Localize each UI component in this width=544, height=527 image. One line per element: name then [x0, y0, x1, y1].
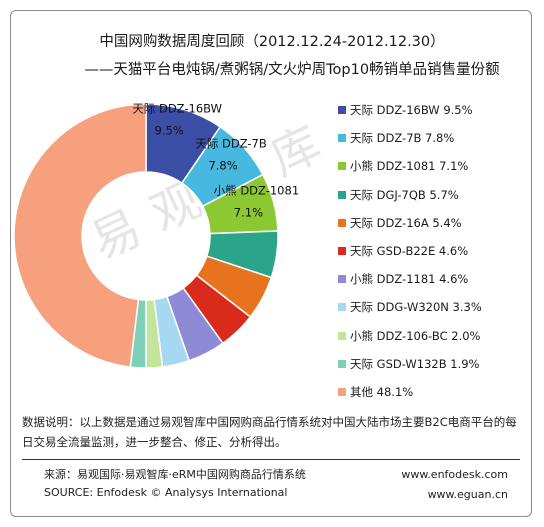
- chart-subtitle: ——天猫平台电炖锅/煮粥锅/文火炉周Top10畅销单品销售量份额: [84, 62, 500, 78]
- legend-item: 其他 48.1%: [338, 378, 538, 406]
- legend-label: 其他 48.1%: [350, 384, 414, 399]
- legend-label: 小熊 DDZ-1081 7.1%: [350, 159, 469, 174]
- data-note: 数据说明：以上数据是通过易观智库中国网购商品行情系统对中国大陆市场主要B2C电商…: [22, 415, 517, 449]
- legend-label: 天际 GSD-B22E 4.6%: [350, 244, 469, 259]
- source-en: SOURCE: Enfodesk © Analysys Internationa…: [44, 486, 288, 499]
- url-enfodesk[interactable]: www.enfodesk.com: [401, 468, 508, 481]
- slice-label-value: 7.8%: [208, 158, 237, 172]
- legend-item: 天际 GSD-W132B 1.9%: [338, 350, 538, 378]
- legend-swatch: [338, 134, 346, 143]
- legend-label: 天际 DDZ-16BW 9.5%: [350, 103, 473, 118]
- legend-label: 小熊 DDZ-106-BC 2.0%: [350, 328, 481, 343]
- chart-title: 中国网购数据周度回顾（2012.12.24-2012.12.30）: [99, 34, 445, 50]
- pie-slice: [13, 103, 147, 368]
- legend-swatch: [338, 387, 346, 396]
- footer-divider: [22, 459, 520, 460]
- legend-label: 天际 DDZ-16A 5.4%: [350, 215, 462, 230]
- url-eguan[interactable]: www.eguan.cn: [427, 488, 508, 501]
- legend-item: 天际 DDZ-7B 7.8%: [338, 124, 538, 152]
- slice-label-name: 天际 DDZ-16BW: [132, 102, 222, 116]
- legend-item: 天际 DDZ-16A 5.4%: [338, 209, 538, 237]
- legend: 天际 DDZ-16BW 9.5% 天际 DDZ-7B 7.8% 小熊 DDZ-108…: [338, 96, 538, 406]
- legend-swatch: [338, 218, 346, 227]
- slice-label-value: 9.5%: [155, 124, 184, 138]
- legend-item: 小熊 DDZ-106-BC 2.0%: [338, 322, 538, 350]
- legend-label: 天际 DDZ-7B 7.8%: [350, 131, 455, 146]
- legend-item: 天际 DDZ-16BW 9.5%: [338, 96, 538, 124]
- slice-label-name: 小熊 DDZ-1081: [214, 184, 299, 198]
- legend-item: 小熊 DDZ-1081 7.1%: [338, 152, 538, 180]
- legend-swatch: [338, 162, 346, 171]
- legend-item: 天际 DDG-W320N 3.3%: [338, 293, 538, 321]
- legend-swatch: [338, 331, 346, 340]
- legend-label: 天际 GSD-W132B 1.9%: [350, 356, 480, 371]
- slice-label-name: 天际 DDZ-7B: [195, 136, 267, 150]
- slice-label-value: 7.1%: [234, 206, 263, 220]
- legend-swatch: [338, 106, 346, 115]
- legend-swatch: [338, 275, 346, 284]
- legend-item: 小熊 DDZ-1181 4.6%: [338, 265, 538, 293]
- legend-swatch: [338, 303, 346, 312]
- legend-swatch: [338, 247, 346, 256]
- legend-swatch: [338, 359, 346, 368]
- legend-label: 天际 DGJ-7QB 5.7%: [350, 187, 459, 202]
- legend-label: 小熊 DDZ-1181 4.6%: [350, 272, 469, 287]
- legend-swatch: [338, 190, 346, 199]
- source-cn: 来源：易观国际·易观智库·eRM中国网购商品行情系统: [44, 468, 306, 481]
- legend-item: 天际 DGJ-7QB 5.7%: [338, 181, 538, 209]
- legend-item: 天际 GSD-B22E 4.6%: [338, 237, 538, 265]
- legend-label: 天际 DDG-W320N 3.3%: [350, 300, 482, 315]
